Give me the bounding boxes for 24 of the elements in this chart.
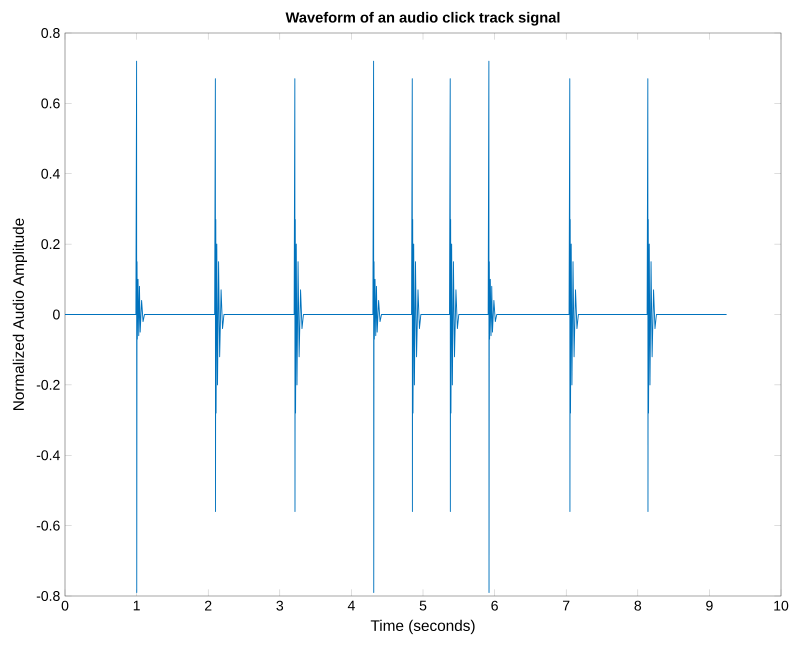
y-tick-label: -0.8 — [36, 591, 60, 601]
y-tick-label: -0.6 — [36, 520, 60, 531]
line-series — [65, 60, 728, 593]
y-tick-label: 0.4 — [41, 168, 60, 179]
x-tick-label: 10 — [774, 600, 788, 611]
x-axis-title: Time (seconds) — [370, 620, 475, 634]
y-tick-label: 0.8 — [41, 28, 60, 38]
x-tick-label: 3 — [276, 600, 284, 611]
x-tick-label: 6 — [491, 600, 498, 611]
y-tick-label: 0.2 — [41, 239, 60, 250]
y-tick-label: -0.4 — [36, 450, 60, 460]
x-tick-label: 1 — [134, 600, 140, 610]
y-tick-label: -0.2 — [36, 380, 60, 390]
x-tick-label: 5 — [420, 600, 426, 610]
x-tick-label: 7 — [563, 600, 570, 610]
y-tick-label: 0.6 — [41, 98, 60, 108]
x-tick-label: 0 — [62, 600, 68, 611]
x-tick-label: 9 — [706, 600, 713, 611]
x-tick-label: 4 — [348, 600, 355, 610]
y-axis-title: Normalized Audio Amplitude — [12, 218, 28, 410]
y-tick-label: 0 — [53, 310, 60, 320]
x-tick-label: 8 — [634, 600, 642, 611]
chart-title: Waveform of an audio click track signal — [286, 12, 560, 26]
x-tick-label: 2 — [205, 600, 212, 610]
